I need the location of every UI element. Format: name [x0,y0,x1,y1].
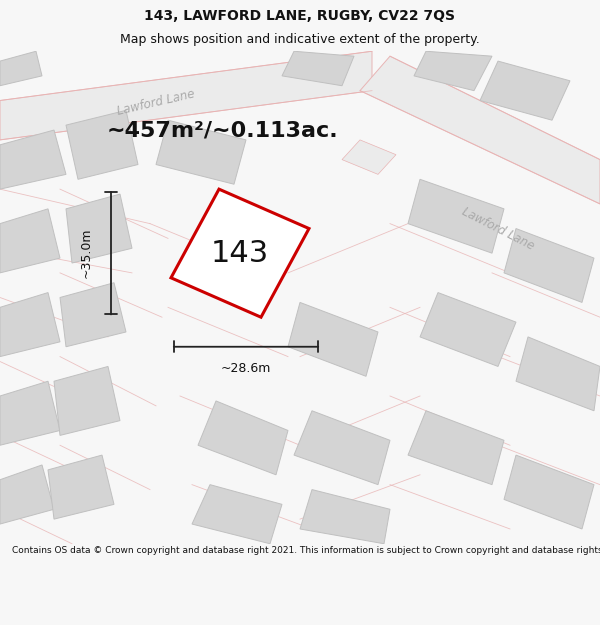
Polygon shape [300,489,390,544]
Polygon shape [156,120,246,184]
Text: Lawford Lane: Lawford Lane [116,88,196,118]
Polygon shape [0,209,60,273]
Polygon shape [504,455,594,529]
Polygon shape [198,401,288,475]
Polygon shape [60,282,126,347]
Polygon shape [0,51,372,140]
Polygon shape [480,61,570,120]
Polygon shape [0,292,60,357]
Polygon shape [504,229,594,302]
Polygon shape [66,194,132,263]
Text: Lawford Lane: Lawford Lane [460,205,536,252]
Polygon shape [288,302,378,376]
Polygon shape [0,381,60,445]
Polygon shape [294,411,390,484]
Polygon shape [0,465,54,524]
Text: ~457m²/~0.113ac.: ~457m²/~0.113ac. [106,120,338,140]
Polygon shape [171,189,309,318]
Polygon shape [420,292,516,366]
Polygon shape [192,484,282,544]
Polygon shape [282,51,354,86]
Polygon shape [54,366,120,436]
Text: 143: 143 [211,239,269,268]
Polygon shape [66,111,138,179]
Polygon shape [408,411,504,484]
Polygon shape [516,337,600,411]
Text: 143, LAWFORD LANE, RUGBY, CV22 7QS: 143, LAWFORD LANE, RUGBY, CV22 7QS [145,9,455,23]
Text: Contains OS data © Crown copyright and database right 2021. This information is : Contains OS data © Crown copyright and d… [12,546,600,555]
Polygon shape [0,51,42,86]
Polygon shape [0,130,66,189]
Text: Map shows position and indicative extent of the property.: Map shows position and indicative extent… [120,33,480,46]
Text: ~28.6m: ~28.6m [221,361,271,374]
Text: ~35.0m: ~35.0m [80,228,93,278]
Polygon shape [414,51,492,91]
Polygon shape [48,455,114,519]
Polygon shape [408,179,504,253]
Polygon shape [342,140,396,174]
Polygon shape [360,56,600,204]
